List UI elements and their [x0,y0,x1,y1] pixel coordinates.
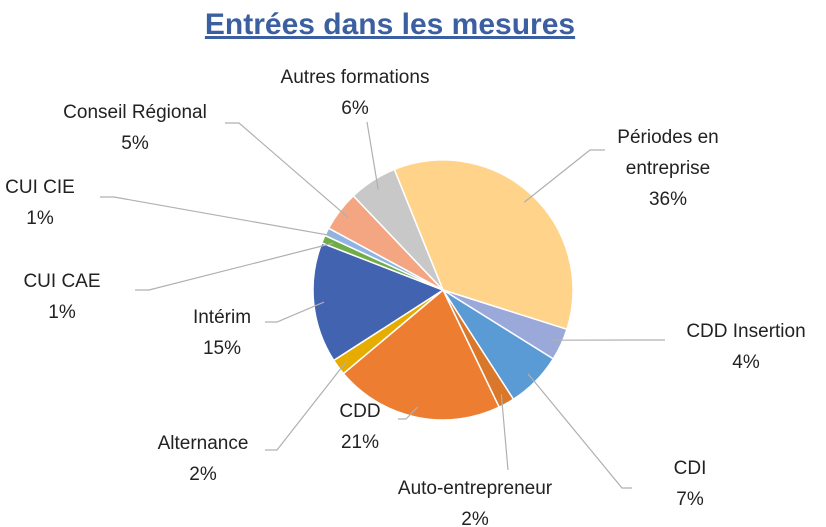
value-label: 1% [48,302,76,323]
leader-line [225,122,349,218]
leader-line [398,406,419,420]
data-label: Alternance 2% [158,428,249,490]
pie-slice [342,288,501,421]
data-label: CDD Insertion 4% [686,316,805,378]
data-label: Autres formations 6% [281,62,430,124]
data-label: CDI 7% [674,453,707,515]
data-label: CDD 21% [339,396,380,458]
data-label: Intérim 15% [193,302,251,364]
leader-line [500,394,509,471]
pie-slice [312,242,445,362]
value-label: 2% [189,464,217,485]
category-label: Intérim [192,307,252,328]
value-label: 6% [341,98,369,119]
pie-slice [352,168,444,291]
category-label: Périodes en entreprise [617,127,719,179]
data-label: CUI CAE 1% [23,266,100,328]
category-label: Alternance [157,433,249,454]
category-label: CUI CAE [23,271,101,292]
leader-line [135,242,334,291]
category-label: Auto-entrepreneur [397,478,553,499]
leader-line [265,301,325,323]
value-label: 5% [121,133,149,154]
category-label: CDD [339,401,381,422]
leader-line [265,360,348,451]
pie-slice [393,159,574,331]
value-label: 4% [732,352,760,373]
leader-line [100,196,337,238]
data-label: Conseil Régional 5% [63,97,207,159]
category-label: Autres formations [280,67,430,88]
data-label: Périodes en entreprise 36% [603,122,733,215]
leader-line [523,149,605,203]
chart-title: Entrées dans les mesures [204,8,576,41]
category-label: CDI [673,458,707,479]
value-label: 36% [648,189,688,210]
value-label: 2% [461,509,489,527]
data-label: CUI CIE 1% [5,172,75,234]
value-label: 7% [676,489,704,510]
category-label: Conseil Régional [63,102,207,123]
data-label: Auto-entrepreneur 2% [398,473,552,527]
value-label: 15% [202,338,242,359]
value-label: 21% [340,432,380,453]
leader-line [366,121,379,190]
category-label: CUI CIE [5,177,75,198]
leader-line [527,373,632,489]
category-label: CDD Insertion [686,321,806,342]
value-label: 1% [26,208,54,229]
